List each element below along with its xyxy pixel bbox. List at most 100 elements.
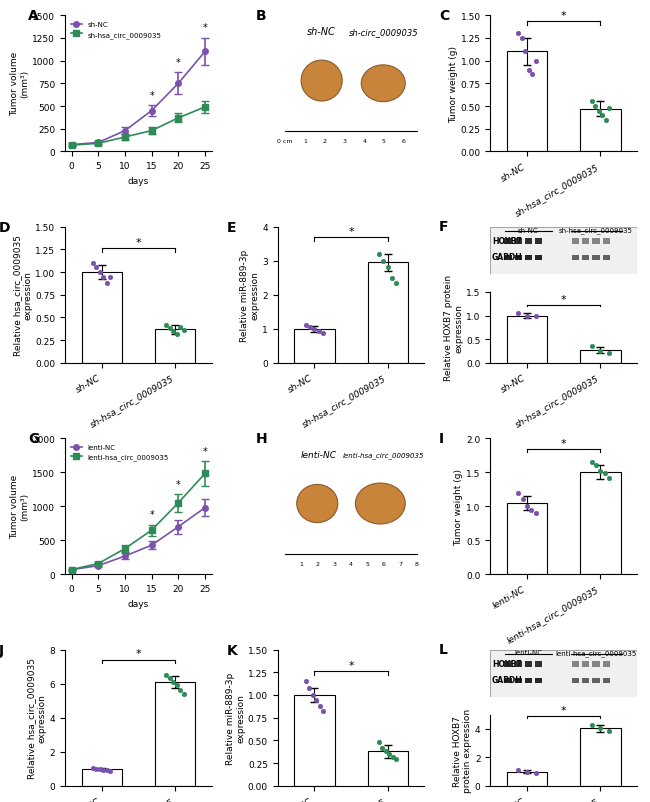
Point (168, 326, 179, 338)
Point (595, 721, 606, 734)
Point (378, 255, 389, 268)
Text: I: I (439, 431, 444, 446)
Point (530, 767, 541, 780)
Point (105, 764, 116, 777)
Bar (592, 678, 599, 683)
Point (522, 765, 532, 778)
Bar (367, 751, 408, 786)
Point (595, 465, 606, 478)
Bar (507, 316, 547, 363)
Point (307, 689, 318, 702)
Bar (592, 256, 599, 261)
Bar (515, 678, 522, 683)
Point (513, 307, 523, 320)
Bar (155, 330, 195, 363)
Bar (155, 682, 195, 786)
Bar (572, 256, 579, 261)
Bar (504, 256, 512, 261)
Text: sh-hsa_circ_0009035: sh-hsa_circ_0009035 (559, 227, 633, 233)
Point (381, 745, 391, 758)
Point (95, 763, 105, 776)
Text: *: * (348, 227, 354, 237)
Bar (603, 239, 610, 245)
Point (179, 324, 189, 337)
Bar (592, 239, 599, 245)
Text: B: B (255, 10, 266, 23)
Point (88, 257, 98, 270)
Point (95, 266, 105, 279)
Text: G: G (29, 431, 40, 446)
Bar (580, 350, 621, 363)
Y-axis label: Relative miR-889-3p
expression: Relative miR-889-3p expression (226, 672, 245, 764)
Y-axis label: Relative miR-889-3p
expression: Relative miR-889-3p expression (240, 249, 259, 342)
Point (164, 322, 175, 335)
Text: 6: 6 (402, 139, 406, 144)
X-axis label: days: days (127, 176, 149, 185)
Bar (535, 662, 542, 667)
Legend: lenti-NC, lenti-hsa_circ_0009035: lenti-NC, lenti-hsa_circ_0009035 (68, 442, 171, 464)
Point (179, 687, 189, 700)
Bar (572, 662, 579, 667)
Text: 1: 1 (303, 139, 307, 144)
Point (586, 456, 597, 468)
Point (388, 751, 398, 764)
Point (522, 310, 532, 322)
Bar (504, 239, 512, 245)
Point (595, 345, 606, 358)
Point (304, 682, 314, 695)
Text: *: * (135, 237, 141, 248)
Bar (507, 52, 547, 152)
Bar (582, 239, 590, 245)
Point (318, 705, 328, 718)
Y-axis label: Relative hsa_circ_0009035
expression: Relative hsa_circ_0009035 expression (13, 235, 32, 356)
Point (586, 96, 597, 109)
X-axis label: days: days (127, 599, 149, 608)
Bar (580, 110, 621, 152)
Point (517, 32, 527, 45)
Bar (603, 662, 610, 667)
Point (102, 764, 112, 776)
Point (513, 28, 523, 41)
Text: HOXB7: HOXB7 (492, 658, 521, 668)
Bar (515, 256, 522, 261)
Text: *: * (135, 648, 141, 658)
Bar (515, 662, 522, 667)
Point (91, 261, 101, 274)
Bar (572, 239, 579, 245)
Text: J: J (0, 643, 4, 657)
Text: sh-NC: sh-NC (307, 27, 336, 38)
Point (98, 764, 109, 776)
Point (604, 725, 614, 738)
Text: lenti-hsa_circ_0009035: lenti-hsa_circ_0009035 (343, 452, 424, 458)
Point (172, 328, 182, 341)
Point (91, 762, 101, 775)
Text: 2: 2 (322, 139, 326, 144)
Point (586, 719, 597, 731)
Bar (81, 273, 122, 363)
Point (88, 762, 98, 775)
Point (586, 341, 597, 354)
Bar (525, 678, 532, 683)
Bar (535, 256, 542, 261)
Text: 5: 5 (365, 561, 369, 566)
Legend: sh-NC, sh-hsa_circ_0009035: sh-NC, sh-hsa_circ_0009035 (68, 19, 164, 41)
Text: *: * (561, 438, 567, 448)
Point (374, 736, 384, 749)
Bar (525, 256, 532, 261)
Text: 5: 5 (382, 139, 386, 144)
Text: *: * (203, 23, 207, 34)
Text: sh-circ_0009035: sh-circ_0009035 (348, 28, 418, 37)
Point (599, 468, 610, 480)
Point (300, 320, 311, 333)
Point (315, 699, 325, 712)
Text: *: * (203, 446, 207, 456)
Bar (572, 678, 579, 683)
Text: sh-NC: sh-NC (518, 227, 539, 233)
Y-axis label: Relative HOXB7
protein expression: Relative HOXB7 protein expression (452, 708, 472, 792)
Bar (81, 769, 122, 786)
Point (172, 679, 182, 692)
Y-axis label: Relative HOXB7 protein
expression: Relative HOXB7 protein expression (444, 275, 463, 381)
Point (384, 747, 395, 760)
Text: lenti-NC: lenti-NC (514, 650, 543, 656)
Y-axis label: Tumor volume
(mm³): Tumor volume (mm³) (10, 52, 29, 116)
